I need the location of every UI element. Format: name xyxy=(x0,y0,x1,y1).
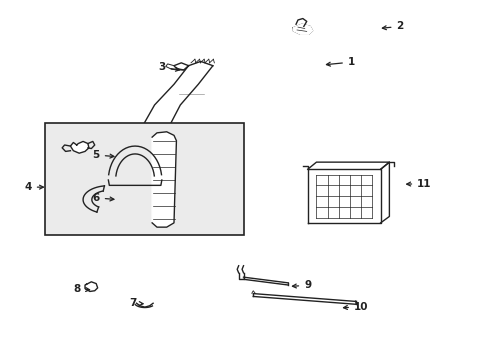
Text: 5: 5 xyxy=(92,150,114,160)
Text: 9: 9 xyxy=(292,280,311,291)
Bar xyxy=(45,123,244,235)
Polygon shape xyxy=(152,132,176,227)
Polygon shape xyxy=(85,282,98,292)
Polygon shape xyxy=(292,24,312,34)
Text: 4: 4 xyxy=(24,182,43,192)
Text: 11: 11 xyxy=(406,179,431,189)
Text: 3: 3 xyxy=(158,63,179,72)
Text: 1: 1 xyxy=(326,57,354,67)
Text: 8: 8 xyxy=(73,284,89,294)
Polygon shape xyxy=(70,141,89,153)
Text: 7: 7 xyxy=(129,298,143,308)
Polygon shape xyxy=(307,162,388,169)
Text: 6: 6 xyxy=(92,193,114,203)
Text: 10: 10 xyxy=(343,302,367,312)
Text: 2: 2 xyxy=(382,21,403,31)
Polygon shape xyxy=(380,162,388,223)
Polygon shape xyxy=(307,169,380,223)
